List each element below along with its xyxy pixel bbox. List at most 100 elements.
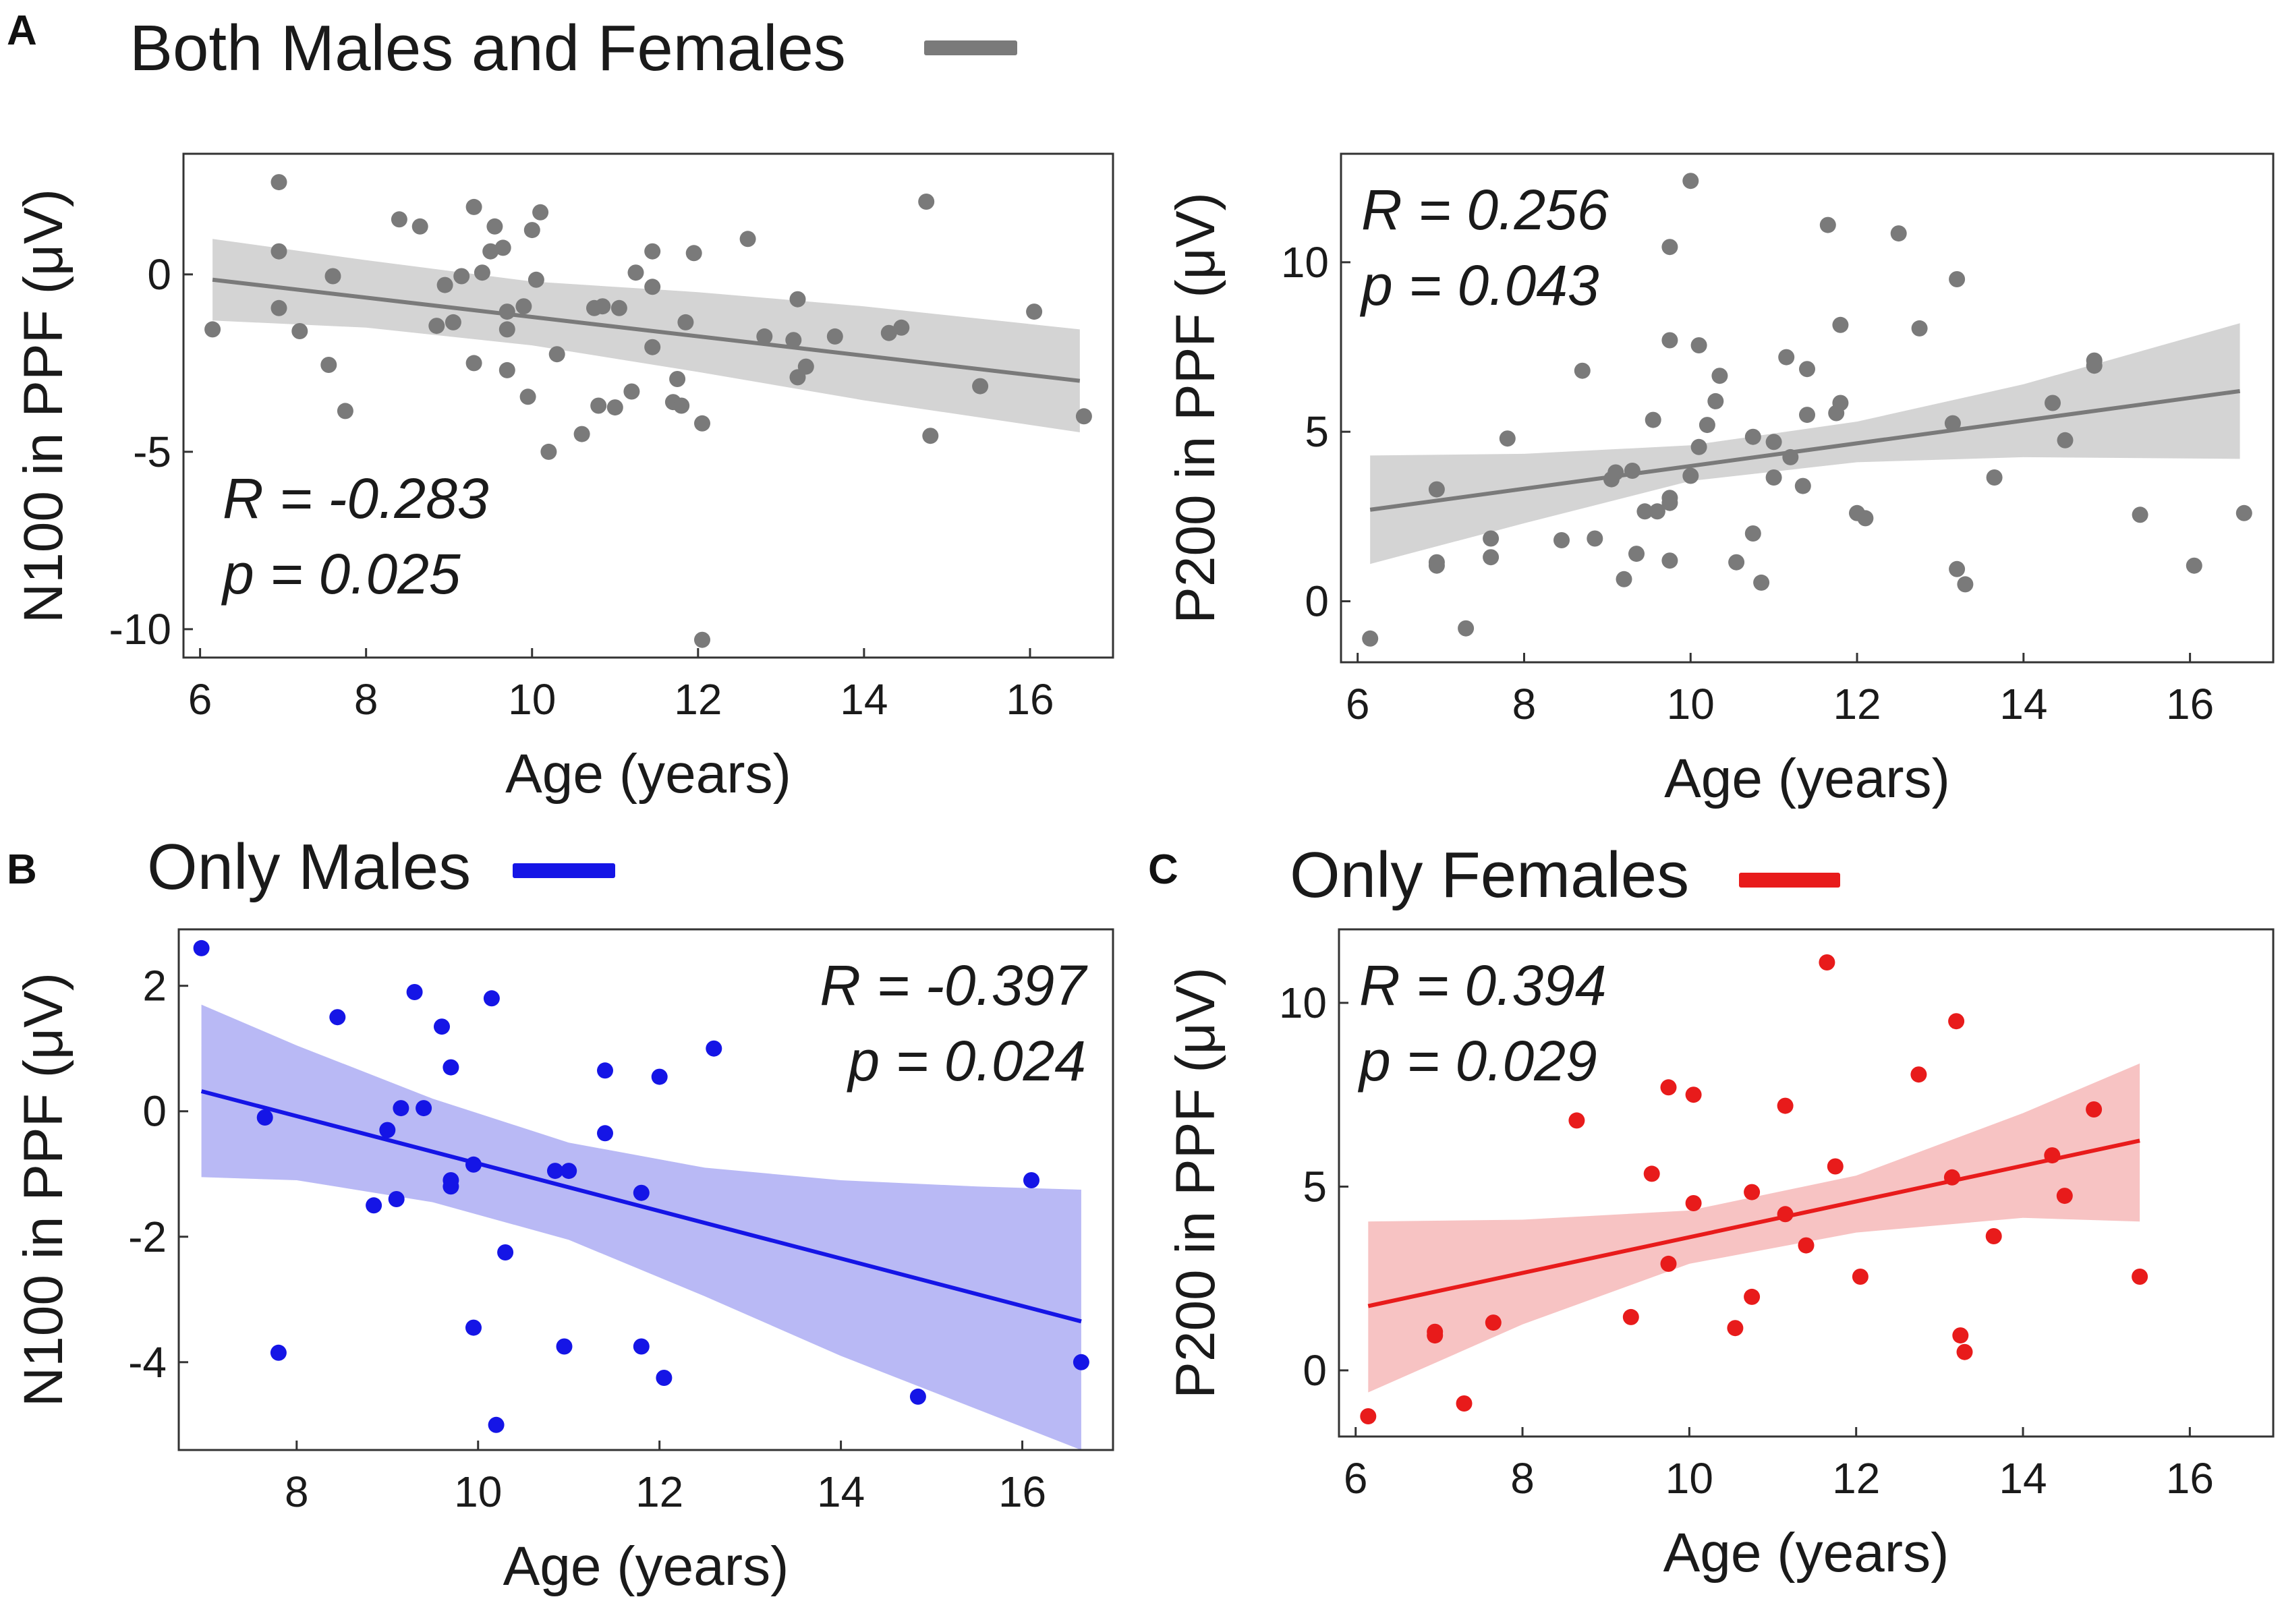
data-point (2057, 432, 2074, 448)
y-tick-label: -4 (128, 1338, 167, 1387)
data-point (291, 323, 308, 339)
group-title-females: Only Females (1290, 839, 1689, 911)
legend-swatch-males (513, 863, 615, 878)
data-point (2086, 1101, 2103, 1118)
data-point (556, 1338, 573, 1355)
data-point (1362, 630, 1379, 647)
x-axis-title: Age (years) (505, 743, 791, 805)
data-point (494, 239, 511, 256)
data-point (445, 314, 461, 330)
data-point (498, 321, 515, 338)
data-point (204, 321, 221, 338)
data-point (1799, 361, 1815, 378)
stat-p-value: p = 0.043 (1359, 254, 1599, 317)
data-point (434, 1018, 450, 1035)
data-point (465, 355, 482, 372)
stat-r-value: R = 0.256 (1361, 178, 1609, 241)
data-point (1832, 395, 1849, 411)
data-point (1819, 954, 1835, 970)
plot-frame (177, 928, 1114, 1451)
data-point (633, 1184, 650, 1201)
y-tick-label: -2 (128, 1213, 167, 1261)
data-point (486, 218, 503, 235)
x-axis-title: Age (years) (1663, 1522, 1949, 1584)
data-point (270, 299, 287, 316)
plot-frame (1338, 928, 2275, 1438)
regression-line (1369, 388, 2241, 512)
data-point (1794, 477, 1811, 494)
data-point (1661, 332, 1678, 349)
data-point (1857, 510, 1874, 527)
y-tick-label: 0 (147, 250, 171, 299)
x-tick-label: 12 (1833, 680, 1881, 728)
data-point (1023, 1172, 1039, 1188)
chart-n100-both: 6 8 10 12 14 16 0 -5 -10 Age (years) N100 in PPF (… (13, 152, 1114, 805)
data-point (406, 984, 423, 1000)
data-point (498, 361, 515, 378)
data-point (673, 397, 690, 414)
data-point (391, 211, 407, 228)
data-point (1428, 481, 1445, 498)
x-tick-label: 16 (2166, 1454, 2214, 1503)
confidence-band (1368, 1063, 2140, 1393)
data-point (1952, 1327, 1969, 1344)
panel-letter-c: C (1148, 846, 1178, 893)
data-point (606, 399, 623, 416)
y-tick-label: 10 (1279, 979, 1327, 1027)
data-point (388, 1191, 405, 1207)
x-axis-title: Age (years) (503, 1536, 789, 1597)
data-point (1765, 469, 1782, 486)
data-point (527, 271, 544, 288)
data-point (1026, 303, 1043, 320)
data-point (1765, 434, 1782, 451)
data-point (548, 346, 565, 363)
data-point (893, 319, 910, 336)
data-point (1690, 337, 1707, 353)
data-point (739, 231, 756, 248)
data-point (366, 1197, 382, 1214)
x-tick-label: 6 (1346, 680, 1370, 728)
legend-swatch-both (924, 40, 1017, 55)
chart-n100-males: 8 10 12 14 16 2 0 -2 -4 Age (years) N100 in PPF (μ… (13, 928, 1114, 1597)
x-tick-label: 8 (285, 1468, 309, 1516)
data-point (532, 204, 549, 221)
data-point (1643, 1165, 1660, 1182)
data-point (651, 1068, 668, 1085)
data-point (909, 1388, 926, 1405)
stat-p-value: p = 0.024 (846, 1029, 1086, 1093)
data-point (193, 939, 210, 956)
data-point (1661, 490, 1678, 506)
data-point (393, 1100, 409, 1117)
data-point (1428, 554, 1445, 571)
x-axis-title: Age (years) (1664, 748, 1950, 809)
data-point (1852, 1269, 1869, 1285)
data-point (1636, 503, 1653, 520)
data-point (1711, 368, 1728, 384)
data-point (1360, 1408, 1377, 1424)
group-title-males: Only Males (147, 831, 471, 903)
y-tick-label: 0 (1303, 1346, 1327, 1395)
x-tick-label: 12 (674, 675, 722, 724)
x-tick-label: 14 (1999, 680, 2047, 728)
data-point (1986, 469, 2003, 486)
data-point (270, 1344, 287, 1361)
panel-letter-b: B (7, 846, 37, 893)
data-point (465, 1319, 482, 1336)
data-point (1948, 1013, 1965, 1030)
chart-p200-both: 6 8 10 12 14 16 0 5 10 Age (years) P200 in PPF (μV… (1165, 152, 2275, 809)
data-point (515, 298, 532, 315)
data-point (443, 1059, 459, 1076)
data-point (1485, 1314, 1502, 1331)
data-point (1427, 1327, 1444, 1344)
data-point (436, 277, 453, 293)
data-point (1499, 430, 1516, 447)
data-point (540, 443, 557, 460)
data-point (1949, 271, 1966, 287)
data-point (1744, 525, 1761, 542)
data-point (1777, 1097, 1794, 1114)
data-point (1587, 530, 1603, 547)
data-point (1799, 407, 1815, 424)
data-point (1649, 503, 1665, 520)
data-point (482, 243, 499, 260)
